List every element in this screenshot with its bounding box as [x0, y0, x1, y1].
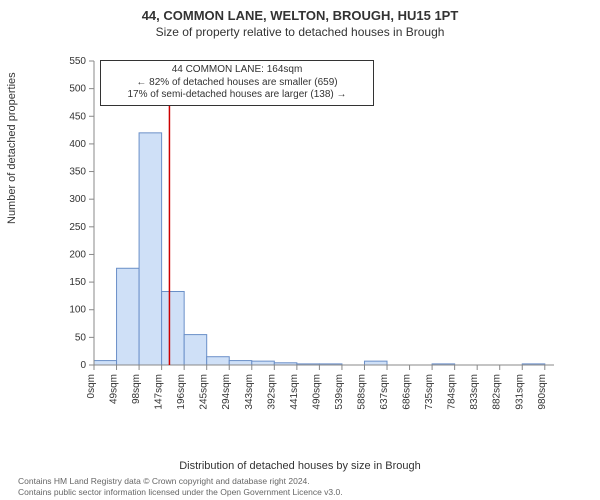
- subject-property-callout: 44 COMMON LANE: 164sqm ← 82% of detached…: [100, 60, 374, 106]
- y-tick-label: 300: [69, 194, 86, 205]
- x-tick-label: 0sqm: [86, 374, 97, 398]
- x-tick-label: 686sqm: [402, 374, 413, 410]
- y-tick-label: 250: [69, 222, 86, 233]
- x-tick-label: 49sqm: [109, 374, 120, 404]
- x-axis-title: Distribution of detached houses by size …: [0, 460, 600, 472]
- y-tick-label: 50: [75, 332, 87, 343]
- callout-line-2: ← 82% of detached houses are smaller (65…: [107, 77, 367, 90]
- callout-line-3: 17% of semi-detached houses are larger (…: [107, 89, 367, 102]
- y-tick-label: 450: [69, 111, 86, 122]
- y-tick-label: 0: [80, 360, 86, 371]
- x-tick-label: 980sqm: [537, 374, 548, 410]
- x-tick-label: 98sqm: [131, 374, 142, 404]
- y-axis-title: Number of detached properties: [6, 72, 18, 224]
- attribution-line-2: Contains public sector information licen…: [18, 487, 343, 498]
- y-tick-label: 350: [69, 167, 86, 178]
- x-tick-label: 490sqm: [311, 374, 322, 410]
- x-tick-label: 735sqm: [424, 374, 435, 410]
- x-tick-label: 539sqm: [334, 374, 345, 410]
- callout-line-1: 44 COMMON LANE: 164sqm: [107, 64, 367, 77]
- y-tick-label: 550: [69, 56, 86, 67]
- histogram-bar: [207, 357, 230, 365]
- y-tick-label: 150: [69, 277, 86, 288]
- attribution: Contains HM Land Registry data © Crown c…: [18, 476, 343, 498]
- attribution-line-1: Contains HM Land Registry data © Crown c…: [18, 476, 343, 487]
- histogram-bar: [94, 361, 117, 365]
- x-tick-label: 196sqm: [176, 374, 187, 410]
- x-tick-label: 245sqm: [199, 374, 210, 410]
- x-tick-label: 343sqm: [244, 374, 255, 410]
- histogram-bar: [184, 335, 207, 365]
- histogram-bar: [229, 361, 252, 365]
- page-title: 44, COMMON LANE, WELTON, BROUGH, HU15 1P…: [0, 0, 600, 23]
- y-tick-label: 500: [69, 84, 86, 95]
- y-tick-label: 200: [69, 249, 86, 260]
- x-tick-label: 294sqm: [221, 374, 232, 410]
- x-tick-label: 882sqm: [492, 374, 503, 410]
- x-tick-label: 441sqm: [289, 374, 300, 410]
- y-tick-label: 100: [69, 305, 86, 316]
- x-tick-label: 392sqm: [266, 374, 277, 410]
- x-tick-label: 931sqm: [514, 374, 525, 410]
- histogram-bar: [139, 133, 162, 365]
- histogram-bar: [162, 291, 185, 365]
- x-tick-label: 637sqm: [379, 374, 390, 410]
- histogram-bar: [252, 361, 275, 365]
- x-tick-label: 588sqm: [356, 374, 367, 410]
- page-subtitle: Size of property relative to detached ho…: [0, 23, 600, 39]
- histogram-plot: 0 50 100 150 200 250 300 350 400 450 500 550 0sqm 49s…: [60, 55, 560, 425]
- y-tick-label: 400: [69, 139, 86, 150]
- histogram-bar: [117, 268, 140, 365]
- x-tick-label: 147sqm: [154, 374, 165, 410]
- x-tick-label: 784sqm: [447, 374, 458, 410]
- histogram-bar: [364, 361, 387, 365]
- x-tick-label: 833sqm: [469, 374, 480, 410]
